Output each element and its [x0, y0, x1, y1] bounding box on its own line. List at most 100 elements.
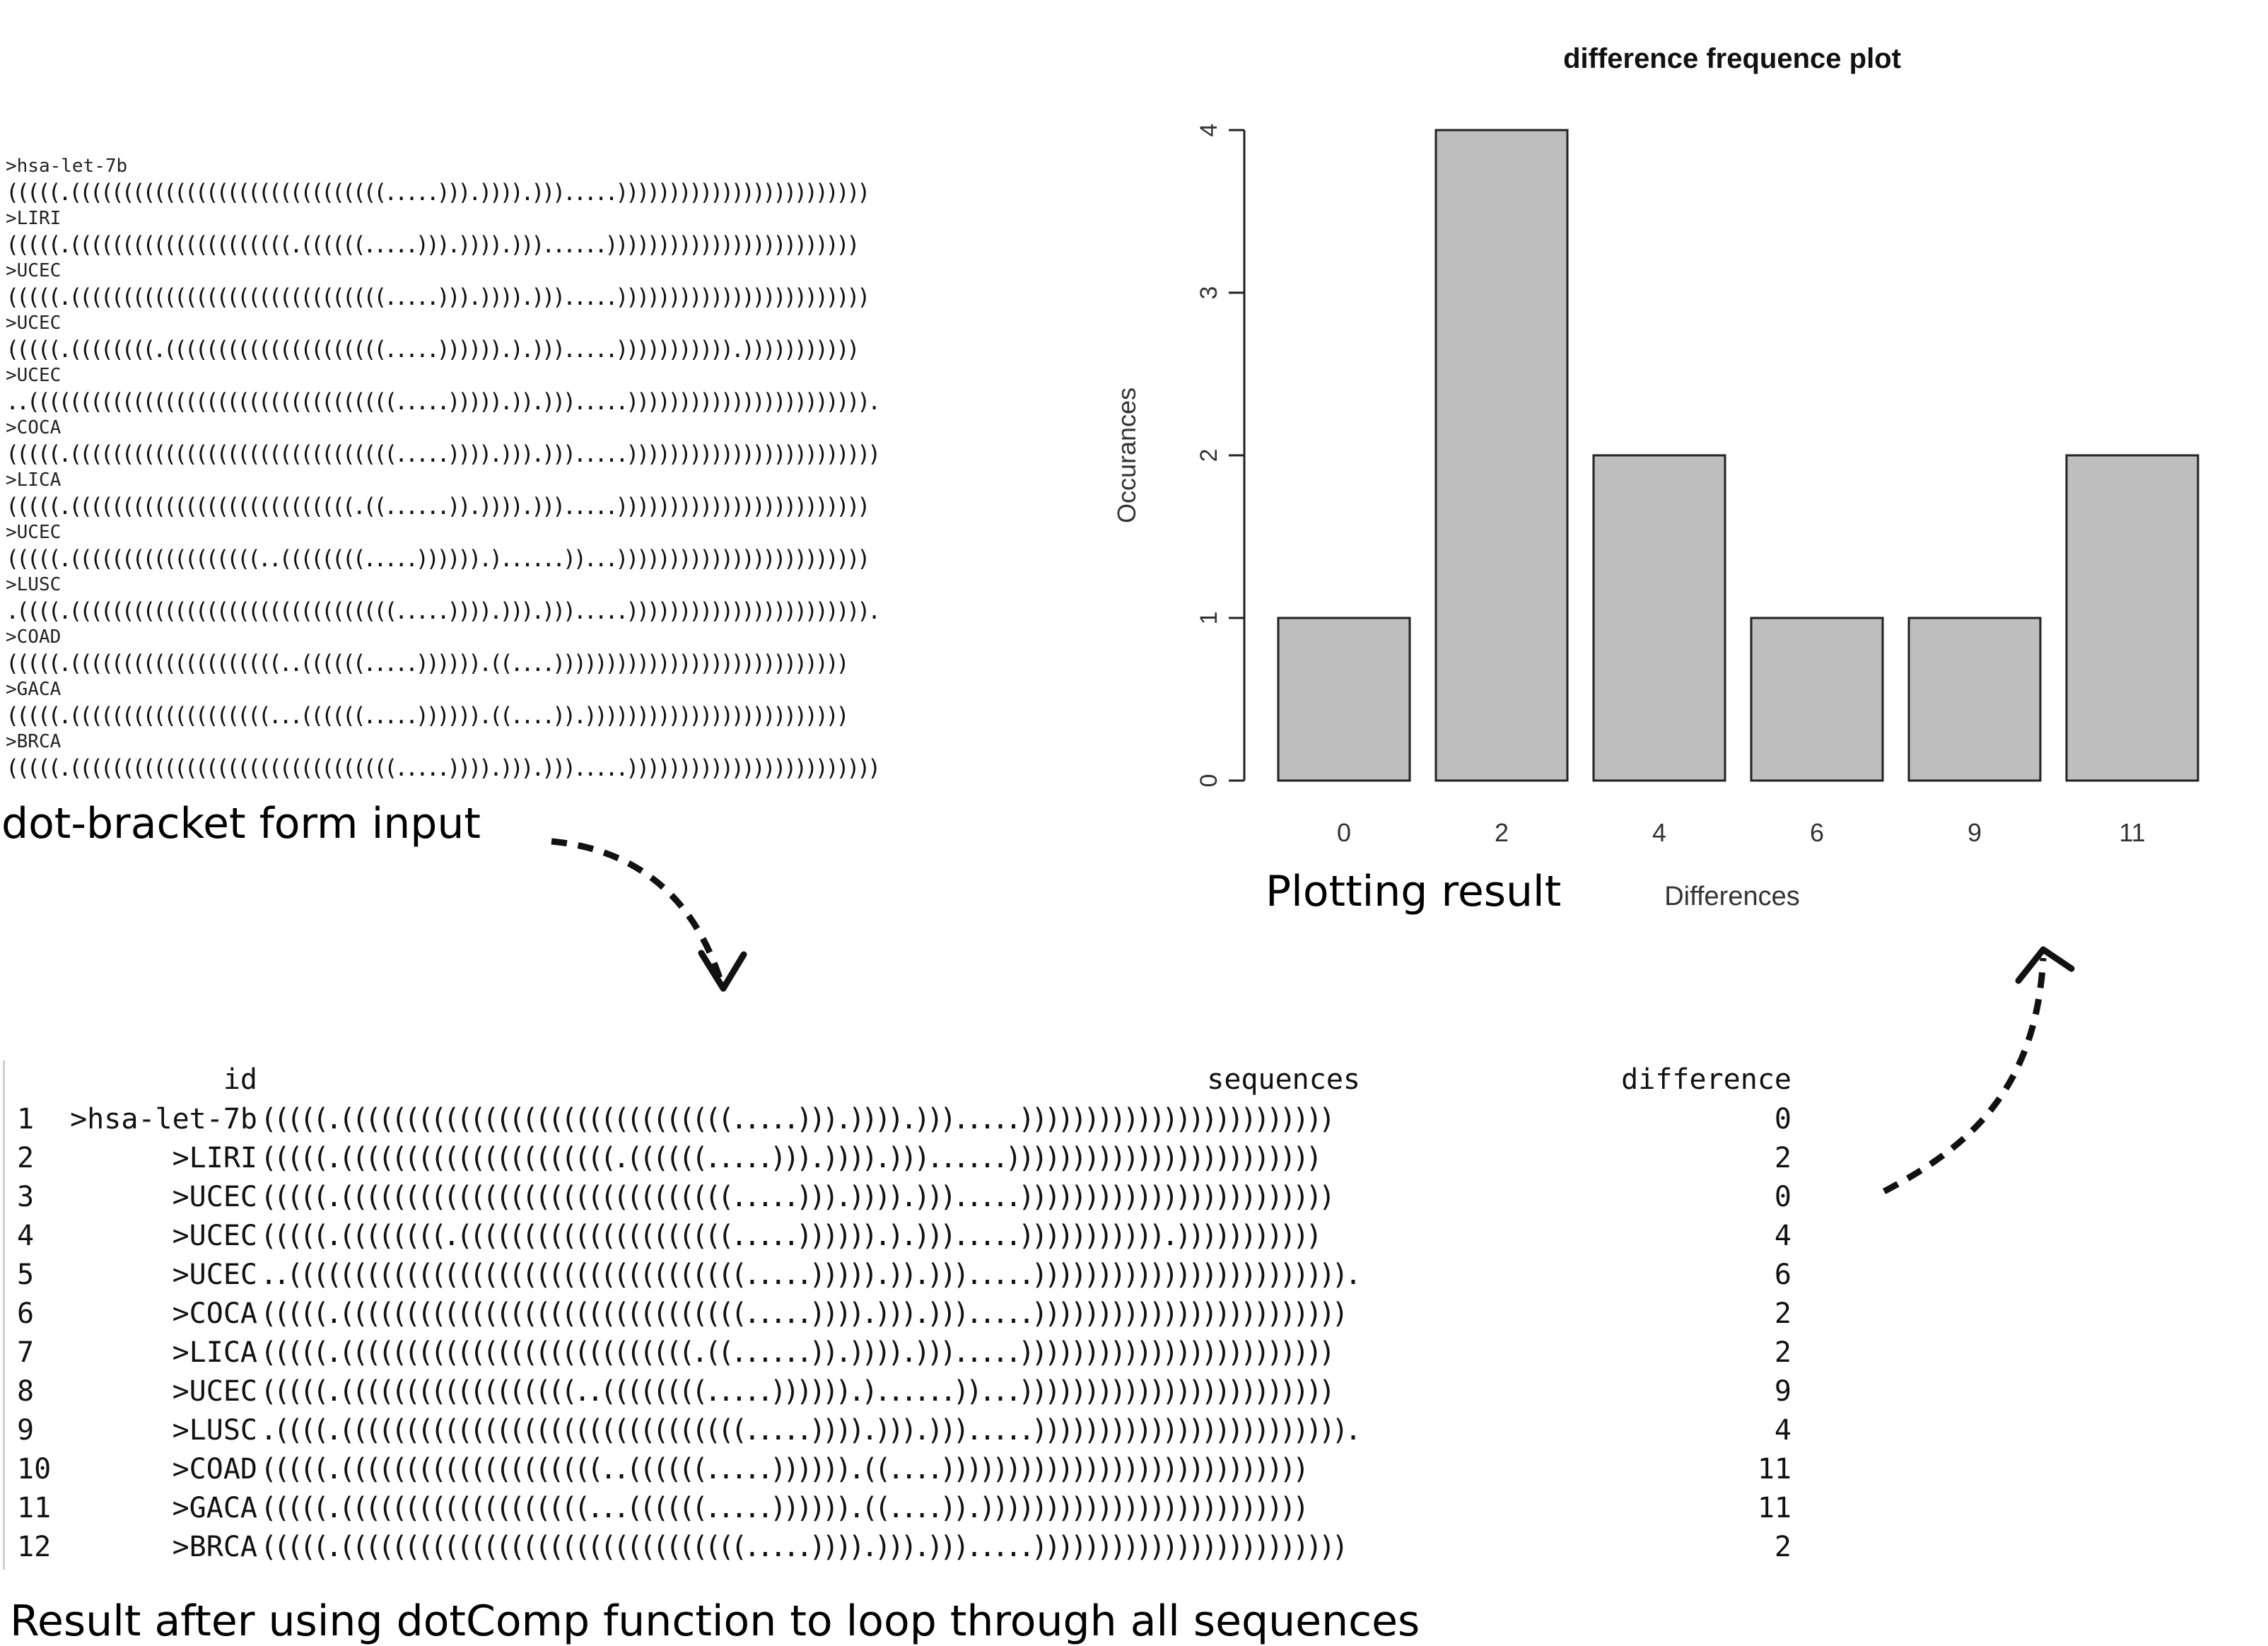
row-difference: 9	[1774, 1375, 1791, 1408]
record-header: >LUSC	[6, 574, 62, 595]
y-tick-label: 4	[1196, 124, 1222, 137]
down-arrow-icon	[551, 838, 747, 992]
record-structure: (((((.((((((((((((((((((((((((((((((....…	[6, 179, 870, 206]
row-index: 2	[17, 1142, 35, 1174]
bar	[1277, 617, 1411, 782]
row-sequence: ..(((((((((((((((((((((((((((((((((((...…	[260, 1259, 1362, 1291]
row-difference: 11	[1757, 1453, 1791, 1486]
record-header: >LICA	[6, 469, 62, 491]
bar	[1907, 617, 2042, 782]
row-id: >UCEC	[172, 1375, 257, 1408]
row-difference: 2	[1774, 1336, 1791, 1369]
table-row: 4 >UCEC (((((.((((((((.(((((((((((((((((((…	[10, 1214, 1799, 1253]
x-tick-label: 6	[1810, 818, 1824, 847]
difference-frequency-chart: difference frequence plot 0 1 2 3 4 Occurances…	[1112, 43, 2199, 911]
row-id: >GACA	[172, 1492, 257, 1524]
bar	[1750, 617, 1884, 782]
row-index: 7	[17, 1336, 35, 1369]
row-sequence: (((((.((((((((((((((((((((..((((((.....)…	[260, 1453, 1309, 1486]
row-difference: 6	[1774, 1259, 1791, 1291]
x-tick-label: 9	[1968, 818, 1982, 847]
x-tick-label: 11	[2119, 818, 2145, 847]
table-row: 1 >hsa-let-7b (((((.((((((((((((((((((((((…	[10, 1097, 1799, 1136]
row-difference: 2	[1774, 1142, 1791, 1174]
row-difference: 2	[1774, 1297, 1791, 1330]
row-sequence: (((((.((((((((((((((((((((((((((((((....…	[260, 1181, 1335, 1213]
table-header: id sequences difference	[10, 1058, 1799, 1097]
row-index: 9	[17, 1414, 35, 1447]
y-tick-label: 1	[1196, 612, 1222, 625]
table-row: 9 >LUSC .((((.((((((((((((((((((((((((((((…	[10, 1408, 1799, 1447]
row-difference: 2	[1774, 1531, 1791, 1563]
table-left-border	[3, 1061, 5, 1570]
table-row: 10 >COAD (((((.((((((((((((((((((((..(((((…	[10, 1447, 1799, 1486]
table-row: 2 >LIRI (((((.(((((((((((((((((((((.((((((…	[10, 1136, 1799, 1175]
row-sequence: (((((.(((((((((((((((((((((((((((.((....…	[260, 1336, 1335, 1369]
row-id: >LICA	[172, 1336, 257, 1369]
input-caption: dot-bracket form input	[1, 799, 481, 848]
row-id: >UCEC	[172, 1181, 257, 1213]
dot-bracket-input-panel: >hsa-let-7b (((((.(((((((((((((((((((((((…	[6, 157, 981, 785]
record-structure: (((((.(((((((((((((((((((((.((((((.....)…	[6, 231, 860, 258]
record-header: >UCEC	[6, 365, 62, 386]
table-row: 8 >UCEC (((((.((((((((((((((((((..((((((((…	[10, 1370, 1799, 1408]
x-axis-label: Differences	[1664, 882, 1800, 911]
record-structure: .((((.(((((((((((((((((((((((((((((((...…	[6, 597, 881, 624]
record-structure: ..(((((((((((((((((((((((((((((((((((...…	[6, 388, 881, 415]
record-structure: (((((.(((((((((((((((((((((((((((((((...…	[6, 754, 881, 781]
row-index: 3	[17, 1181, 35, 1213]
table-row: 5 >UCEC ..((((((((((((((((((((((((((((((((…	[10, 1253, 1799, 1292]
row-id: >LUSC	[172, 1414, 257, 1447]
chart-title: difference frequence plot	[1563, 43, 1901, 74]
y-axis-label: Occurances	[1112, 387, 1141, 523]
table-body: 1 >hsa-let-7b (((((.((((((((((((((((((((((…	[10, 1097, 1799, 1564]
row-index: 10	[17, 1453, 52, 1486]
row-sequence: (((((.(((((((((((((((((((((((((((((((...…	[260, 1297, 1349, 1330]
row-difference: 0	[1774, 1181, 1791, 1213]
row-index: 4	[17, 1220, 35, 1252]
y-tick-label: 0	[1196, 774, 1222, 788]
plot-caption: Plotting result	[1265, 867, 1562, 916]
row-index: 6	[17, 1297, 35, 1330]
row-difference: 4	[1774, 1414, 1791, 1447]
row-index: 5	[17, 1259, 35, 1291]
record-structure: (((((.(((((((((((((((((((((((((((.((....…	[6, 493, 870, 520]
result-caption: Result after using dotComp function to l…	[10, 1597, 1420, 1646]
record-structure: (((((.((((((((((((((((((..((((((((.....)…	[6, 545, 870, 572]
bar	[1592, 454, 1726, 782]
record-header: >GACA	[6, 679, 62, 700]
x-tick-label: 2	[1495, 818, 1509, 847]
bar	[1434, 129, 1569, 782]
row-index: 12	[17, 1531, 52, 1563]
column-header-id: id	[223, 1063, 257, 1096]
record-header: >UCEC	[6, 260, 62, 281]
x-tick-label: 4	[1652, 818, 1666, 847]
record-structure: (((((.((((((((((((((((((((..((((((.....)…	[6, 650, 850, 677]
row-sequence: (((((.((((((((.(((((((((((((((((((((....…	[260, 1220, 1323, 1252]
row-difference: 11	[1757, 1492, 1791, 1524]
record-header: >UCEC	[6, 522, 62, 543]
row-sequence: .((((.(((((((((((((((((((((((((((((((...…	[260, 1414, 1362, 1447]
table-row: 11 >GACA (((((.(((((((((((((((((((...(((((…	[10, 1486, 1799, 1525]
row-sequence: (((((.(((((((((((((((((((...((((((.....)…	[260, 1492, 1309, 1524]
row-id: >UCEC	[172, 1220, 257, 1252]
record-header: >UCEC	[6, 313, 62, 334]
row-id: >UCEC	[172, 1259, 257, 1291]
record-structure: (((((.((((((((.(((((((((((((((((((((....…	[6, 336, 860, 363]
row-sequence: (((((.((((((((((((((((((..((((((((.....)…	[260, 1375, 1335, 1408]
column-header-difference: difference	[1621, 1063, 1791, 1096]
x-tick-label: 0	[1337, 818, 1351, 847]
record-header: >hsa-let-7b	[6, 156, 128, 177]
record-header: >COCA	[6, 417, 62, 438]
row-index: 11	[17, 1492, 52, 1524]
table-row: 6 >COCA (((((.((((((((((((((((((((((((((((…	[10, 1292, 1799, 1331]
record-header: >LIRI	[6, 208, 62, 229]
bar	[2065, 454, 2199, 782]
row-id: >COCA	[172, 1297, 257, 1330]
table-row: 7 >LICA (((((.(((((((((((((((((((((((((((.…	[10, 1331, 1799, 1370]
row-id: >BRCA	[172, 1531, 257, 1563]
result-table: id sequences difference 1 >hsa-let-7b((((…	[10, 1058, 1799, 1564]
row-sequence: (((((.(((((((((((((((((((((.((((((.....)…	[260, 1142, 1323, 1174]
row-sequence: (((((.(((((((((((((((((((((((((((((((...…	[260, 1531, 1349, 1563]
row-index: 1	[17, 1103, 35, 1136]
